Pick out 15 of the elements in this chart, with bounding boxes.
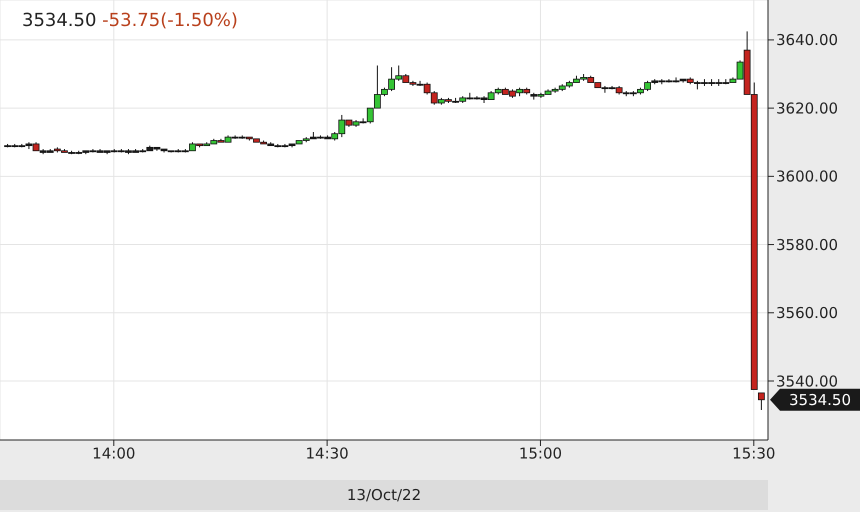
x-tick-label: 15:30	[732, 444, 776, 463]
y-tick-label: 3580.00	[776, 236, 838, 254]
y-tick-label: 3540.00	[776, 372, 838, 390]
candlestick	[758, 392, 765, 410]
y-tick-label: 3560.00	[776, 304, 838, 322]
text: 3534.50	[22, 10, 96, 31]
x-tick-label: 15:00	[518, 444, 562, 463]
y-tick-label: 3620.00	[776, 99, 838, 118]
text: -53.75(-1.50%)	[102, 10, 238, 31]
y-tick-label: 3600.00	[776, 168, 838, 186]
y-tick-label: 3640.00	[776, 31, 838, 50]
text: 3534.50	[788, 390, 852, 409]
x-tick-label: 14:00	[92, 444, 136, 463]
x-tick-label: 14:30	[306, 444, 349, 463]
x-axis-title: 13/Oct/22	[0, 480, 768, 510]
